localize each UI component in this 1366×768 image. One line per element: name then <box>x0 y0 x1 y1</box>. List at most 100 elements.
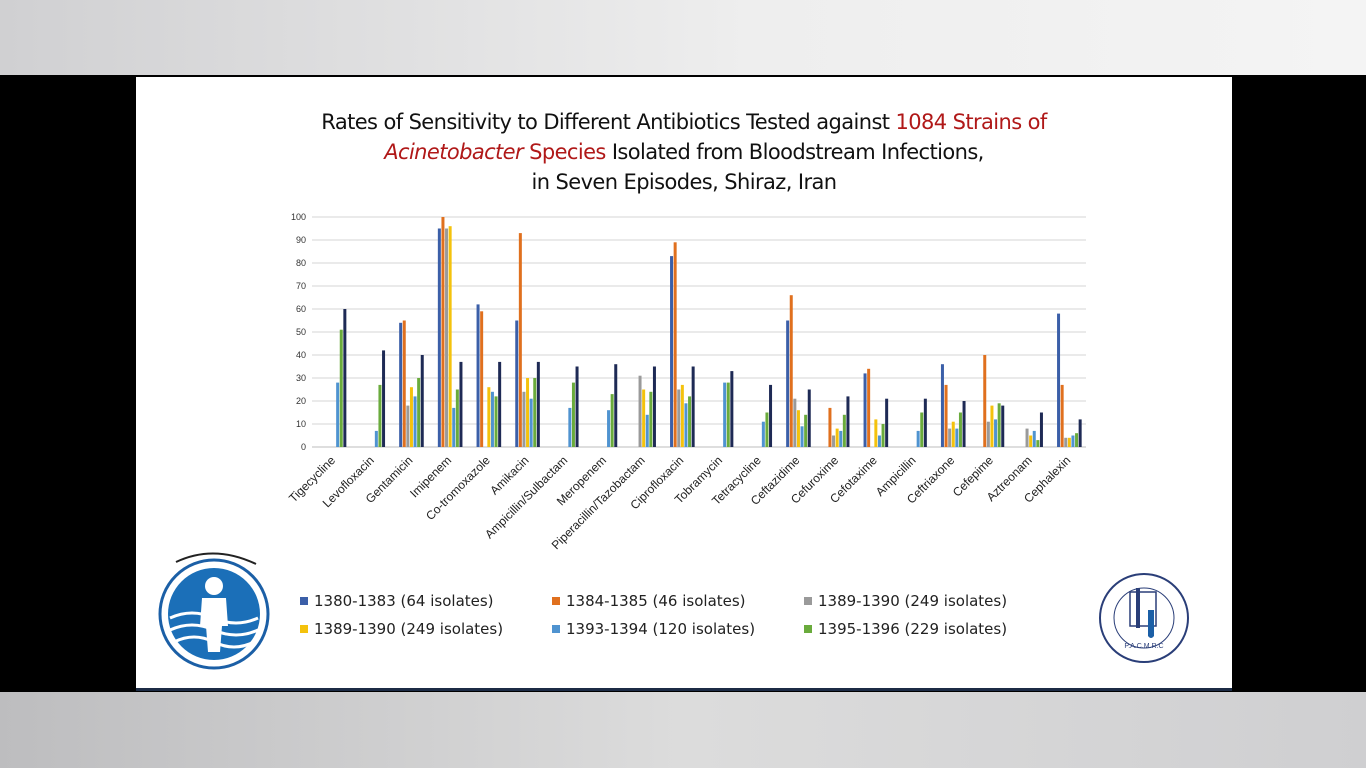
bar <box>476 304 480 447</box>
gridlines <box>312 216 1086 448</box>
legend-item-1: 1380-1383 (64 isolates) <box>300 592 494 610</box>
bar <box>677 389 681 447</box>
bar <box>994 419 998 447</box>
bar <box>948 428 952 447</box>
bar <box>769 384 773 447</box>
bar <box>529 398 533 447</box>
bar <box>515 320 519 447</box>
bar <box>680 384 684 447</box>
bar <box>571 382 575 447</box>
bar <box>575 366 579 447</box>
society-logo <box>158 552 270 670</box>
bar <box>874 419 878 447</box>
bar <box>761 421 765 447</box>
bar <box>568 407 572 447</box>
bar <box>480 311 484 447</box>
bars <box>336 217 1082 447</box>
bar <box>402 320 406 447</box>
bar <box>997 403 1001 447</box>
bar <box>339 329 343 447</box>
slide-bottom-border <box>136 688 1232 691</box>
bar <box>1075 433 1079 447</box>
legend-label-6: 1395-1396 (229 isolates) <box>818 620 1008 638</box>
bar <box>1036 440 1040 447</box>
bar <box>958 412 962 447</box>
title-line-1-text: Rates of Sensitivity to Different Antibi… <box>321 110 890 134</box>
bar <box>723 382 727 447</box>
bar <box>691 366 695 447</box>
bar <box>990 405 994 447</box>
bar <box>793 398 797 447</box>
bar <box>828 407 832 447</box>
bar <box>962 401 966 447</box>
bar <box>863 373 867 447</box>
bar <box>800 426 804 447</box>
x-axis-labels: TigecyclineLevofloxacinGentamicinImipene… <box>286 453 1073 552</box>
title-line-2-text: Isolated from Bloodstream Infections, <box>611 140 985 164</box>
y-tick-label: 50 <box>296 327 306 337</box>
bar <box>673 242 677 447</box>
bar <box>498 361 502 447</box>
bar <box>835 428 839 447</box>
bar <box>533 378 537 447</box>
bar <box>846 396 850 447</box>
bar <box>1071 435 1075 447</box>
y-tick-label: 20 <box>296 396 306 406</box>
logo-right-caption: P.A.C.M.R.C <box>1124 643 1163 650</box>
bar <box>642 389 646 447</box>
bar <box>1039 412 1043 447</box>
bar <box>1060 384 1064 447</box>
bar <box>607 410 611 447</box>
bar <box>374 430 378 447</box>
title-line-1-highlight: 1084 Strains of <box>895 110 1048 134</box>
legend-swatch-6 <box>804 625 812 633</box>
bar <box>983 355 987 447</box>
y-axis-ticks: 0 10 20 30 40 50 60 70 80 90 100 <box>291 212 306 452</box>
bar <box>1067 437 1071 447</box>
bar <box>494 396 498 447</box>
bar <box>645 414 649 447</box>
bar <box>730 371 734 447</box>
legend-label-2: 1384-1385 (46 isolates) <box>566 592 746 610</box>
bar <box>441 217 445 447</box>
bar <box>487 387 491 447</box>
y-tick-label: 30 <box>296 373 306 383</box>
title-line-1: Rates of Sensitivity to Different Antibi… <box>136 107 1232 137</box>
legend-swatch-1 <box>300 597 308 605</box>
bar <box>455 389 459 447</box>
bar <box>920 412 924 447</box>
legend-item-5: 1393-1394 (120 isolates) <box>552 620 755 638</box>
bar <box>448 226 452 447</box>
bar <box>459 361 463 447</box>
legend-swatch-4 <box>300 625 308 633</box>
bar <box>649 391 653 447</box>
bar <box>796 410 800 447</box>
bar <box>885 398 889 447</box>
bar <box>944 384 948 447</box>
bar <box>409 387 413 447</box>
bar <box>399 322 403 447</box>
bar <box>670 256 674 447</box>
bar <box>726 382 730 447</box>
title-line-2: Acinetobacter Species Isolated from Bloo… <box>136 137 1232 167</box>
bar <box>923 398 927 447</box>
bar <box>832 435 836 447</box>
bar <box>452 407 456 447</box>
bar <box>842 414 846 447</box>
bar <box>881 424 885 447</box>
y-tick-label: 10 <box>296 419 306 429</box>
bar <box>652 366 656 447</box>
legend-label-3: 1389-1390 (249 isolates) <box>818 592 1008 610</box>
bar <box>1029 435 1033 447</box>
y-tick-label: 60 <box>296 304 306 314</box>
bar <box>765 412 769 447</box>
slide-canvas: Rates of Sensitivity to Different Antibi… <box>136 77 1232 690</box>
bar <box>490 391 494 447</box>
legend-swatch-3 <box>804 597 812 605</box>
bar <box>382 350 386 447</box>
bar <box>343 309 347 447</box>
y-tick-label: 80 <box>296 258 306 268</box>
bar <box>1025 428 1029 447</box>
bar <box>940 364 944 447</box>
legend-item-3: 1389-1390 (249 isolates) <box>804 592 1007 610</box>
